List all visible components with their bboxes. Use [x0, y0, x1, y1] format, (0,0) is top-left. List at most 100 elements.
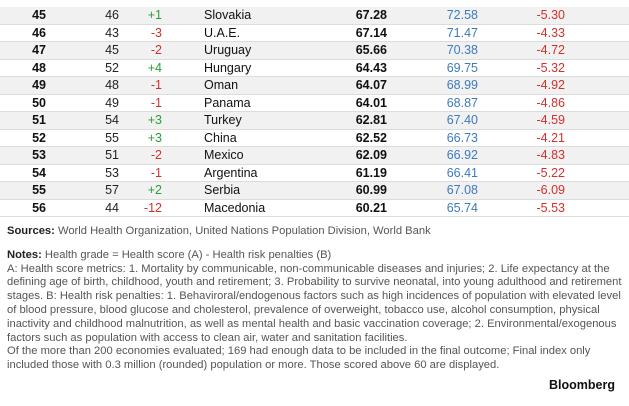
notes-label: Notes:: [7, 248, 42, 261]
previous-rank-cell: 45: [46, 41, 119, 59]
notes-text: Health grade = Health score (A) - Health…: [41, 248, 332, 261]
bloomberg-logo: Bloomberg: [549, 378, 615, 392]
risk-penalty-cell: -4.72: [478, 41, 565, 59]
risk-penalty-cell: -4.33: [536, 25, 566, 40]
health-grade-cell: 61.19: [355, 165, 387, 180]
previous-rank-cell: 51: [46, 146, 119, 164]
rank-cell: 55: [0, 181, 46, 199]
rank-cell: 52: [32, 130, 46, 145]
risk-penalty-cell: -4.86: [536, 95, 566, 110]
table-row: 45 46 +1 Slovakia 67.28 72.58 -5.30: [0, 7, 629, 24]
country-cell: China: [204, 130, 237, 145]
previous-rank-cell: 46: [46, 7, 119, 24]
sources-label: Sources:: [7, 225, 55, 237]
country-cell: Turkey: [204, 111, 332, 129]
rank-change-cell: -3: [150, 25, 162, 40]
rank-cell: 46: [32, 25, 46, 40]
spacer-cell: [565, 199, 629, 217]
spacer-cell: [565, 181, 629, 199]
previous-rank-cell: 52: [105, 60, 119, 75]
health-score-cell: 66.41: [446, 165, 478, 180]
health-score-cell: 72.58: [387, 7, 478, 24]
health-grade-cell: 60.99: [332, 181, 387, 199]
table-row: 46 43 -3 U.A.E. 67.14 71.47 -4.33: [0, 24, 629, 42]
notes-footer: Of the more than 200 economies evaluated…: [7, 345, 591, 372]
risk-penalty-cell: -4.59: [478, 111, 565, 129]
rank-change-cell: -1: [150, 95, 162, 110]
spacer-cell: [565, 59, 629, 77]
ranking-table: 45 46 +1 Slovakia 67.28 72.58 -5.30 46 43 -3 U.A.E…: [0, 7, 629, 217]
health-score-cell: 66.92: [387, 146, 478, 164]
rank-cell: 56: [32, 200, 46, 215]
previous-rank-cell: 49: [105, 95, 119, 110]
spacer-cell: [162, 129, 204, 147]
spacer-cell: [565, 24, 629, 42]
health-score-cell: 67.40: [387, 111, 478, 129]
risk-penalty-cell: -6.09: [478, 181, 565, 199]
rank-change-cell: +3: [147, 130, 162, 145]
health-grade-cell: 64.07: [332, 76, 387, 94]
spacer-cell: [565, 7, 629, 24]
rank-change-cell: +4: [147, 60, 162, 75]
table-row: 52 55 +3 China 62.52 66.73 -4.21: [0, 129, 629, 147]
health-grade-cell: 62.09: [332, 146, 387, 164]
health-score-cell: 70.38: [387, 41, 478, 59]
previous-rank-cell: 57: [46, 181, 119, 199]
health-grade-cell: 62.52: [355, 130, 387, 145]
table-row: 48 52 +4 Hungary 64.43 69.75 -5.32: [0, 59, 629, 77]
spacer-cell: [565, 164, 629, 182]
rank-change-cell: +3: [119, 111, 162, 129]
spacer-cell: [565, 76, 629, 94]
rank-cell: 49: [0, 76, 46, 94]
spacer-cell: [162, 7, 204, 24]
risk-penalty-cell: -5.32: [536, 60, 566, 75]
spacer-cell: [162, 41, 204, 59]
health-score-cell: 65.74: [446, 200, 478, 215]
table-row: 47 45 -2 Uruguay 65.66 70.38 -4.72: [0, 41, 629, 59]
notes-line: Notes: Health grade = Health score (A) -…: [7, 249, 623, 263]
country-cell: Mexico: [204, 146, 332, 164]
risk-penalty-cell: -5.53: [536, 200, 566, 215]
spacer-cell: [565, 146, 629, 164]
spacer-cell: [565, 41, 629, 59]
rank-cell: 54: [32, 165, 46, 180]
country-cell: Panama: [204, 95, 251, 110]
country-cell: Slovakia: [204, 7, 332, 24]
country-cell: U.A.E.: [204, 25, 241, 40]
rank-change-cell: -1: [150, 165, 162, 180]
health-score-cell: 69.75: [446, 60, 478, 75]
previous-rank-cell: 44: [105, 200, 119, 215]
previous-rank-cell: 54: [46, 111, 119, 129]
spacer-cell: [162, 146, 204, 164]
table-row: 50 49 -1 Panama 64.01 68.87 -4.86: [0, 94, 629, 112]
health-grade-cell: 67.28: [332, 7, 387, 24]
health-grade-cell: 62.81: [332, 111, 387, 129]
country-cell: Serbia: [204, 181, 332, 199]
table-row: 49 48 -1 Oman 64.07 68.99 -4.92: [0, 76, 629, 94]
sources-line: Sources: World Health Organization, Unit…: [7, 225, 623, 239]
spacer-cell: [162, 94, 204, 112]
country-cell: Argentina: [204, 165, 258, 180]
country-cell: Hungary: [204, 60, 252, 75]
country-cell: Macedonia: [204, 200, 266, 215]
rank-cell: 47: [0, 41, 46, 59]
previous-rank-cell: 43: [105, 25, 119, 40]
rank-change-cell: -12: [143, 200, 162, 215]
rank-change-cell: +2: [119, 181, 162, 199]
health-grade-cell: 67.14: [355, 25, 387, 40]
table-row: 53 51 -2 Mexico 62.09 66.92 -4.83: [0, 146, 629, 164]
previous-rank-cell: 53: [105, 165, 119, 180]
risk-penalty-cell: -4.21: [536, 130, 566, 145]
health-score-cell: 68.87: [446, 95, 478, 110]
risk-penalty-cell: -4.92: [478, 76, 565, 94]
spacer-cell: [565, 94, 629, 112]
spacer-cell: [162, 181, 204, 199]
spacer-cell: [162, 199, 204, 217]
health-score-cell: 66.73: [446, 130, 478, 145]
risk-penalty-cell: -5.30: [478, 7, 565, 24]
health-grade-cell: 64.01: [355, 95, 387, 110]
rank-change-cell: +1: [119, 7, 162, 24]
spacer-cell: [162, 164, 204, 182]
notes-body: A: Health score metrics: 1. Mortality by…: [7, 262, 622, 344]
